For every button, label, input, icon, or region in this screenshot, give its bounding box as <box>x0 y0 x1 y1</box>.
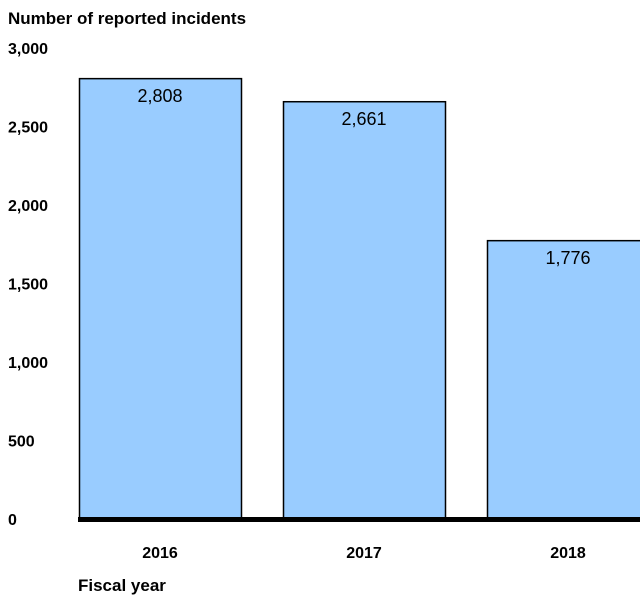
y-axis-title: Number of reported incidents <box>8 9 246 28</box>
y-tick-label: 500 <box>8 434 35 451</box>
y-tick-label: 3,000 <box>8 41 48 58</box>
x-tick-label: 2016 <box>142 545 178 562</box>
x-tick-label: 2017 <box>346 545 382 562</box>
bar-2017 <box>282 100 447 521</box>
x-axis-ticks: 2016 2017 2018 <box>142 545 586 562</box>
bar-value-label: 2,808 <box>137 86 182 106</box>
bars: 2,808 2,661 1,776 <box>78 77 640 521</box>
y-tick-label: 0 <box>8 512 17 529</box>
y-tick-label: 1,000 <box>8 355 48 372</box>
y-tick-label: 2,500 <box>8 120 48 137</box>
x-axis-baseline <box>78 517 640 522</box>
x-tick-label: 2018 <box>550 545 586 562</box>
bar-value-label: 2,661 <box>341 109 386 129</box>
y-tick-label: 1,500 <box>8 277 48 294</box>
bar-2018 <box>486 239 640 521</box>
bar-value-label: 1,776 <box>545 248 590 268</box>
y-tick-label: 2,000 <box>8 198 48 215</box>
x-axis-title: Fiscal year <box>78 576 166 595</box>
bar-2016 <box>78 77 243 521</box>
y-axis-ticks: 0 500 1,000 1,500 2,000 2,500 3,000 <box>8 41 48 529</box>
